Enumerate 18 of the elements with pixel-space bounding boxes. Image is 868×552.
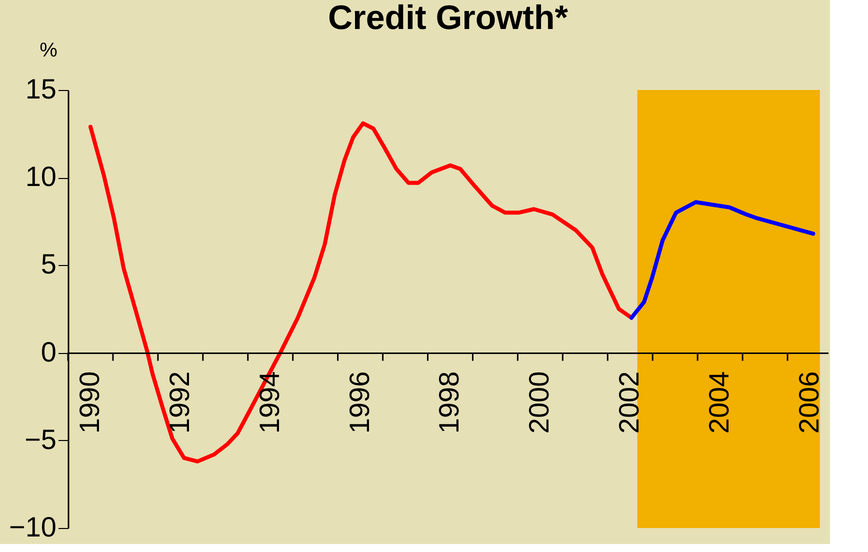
x-tick-label: 1994 [254, 371, 285, 434]
y-tick-label: −10 [9, 512, 56, 542]
chart-title: Credit Growth* [328, 0, 569, 37]
x-tick-label: 2002 [614, 371, 645, 434]
y-tick-label: 5 [40, 248, 56, 280]
x-tick-label: 2004 [704, 371, 735, 434]
y-tick-label: 15 [25, 74, 56, 104]
x-tick-label: 1998 [434, 371, 465, 434]
line-series [629, 200, 816, 320]
y-tick-label: 0 [40, 336, 56, 368]
x-tick-label: 2006 [794, 371, 825, 434]
x-tick-label: 1996 [344, 371, 375, 434]
y-axis-title: % [40, 40, 58, 62]
y-tick-label: 10 [25, 161, 56, 192]
x-tick-label: 2000 [524, 371, 555, 434]
y-tick-label: −5 [24, 424, 56, 455]
x-tick-label: 1990 [74, 371, 105, 434]
x-tick-label: 1992 [164, 371, 195, 434]
